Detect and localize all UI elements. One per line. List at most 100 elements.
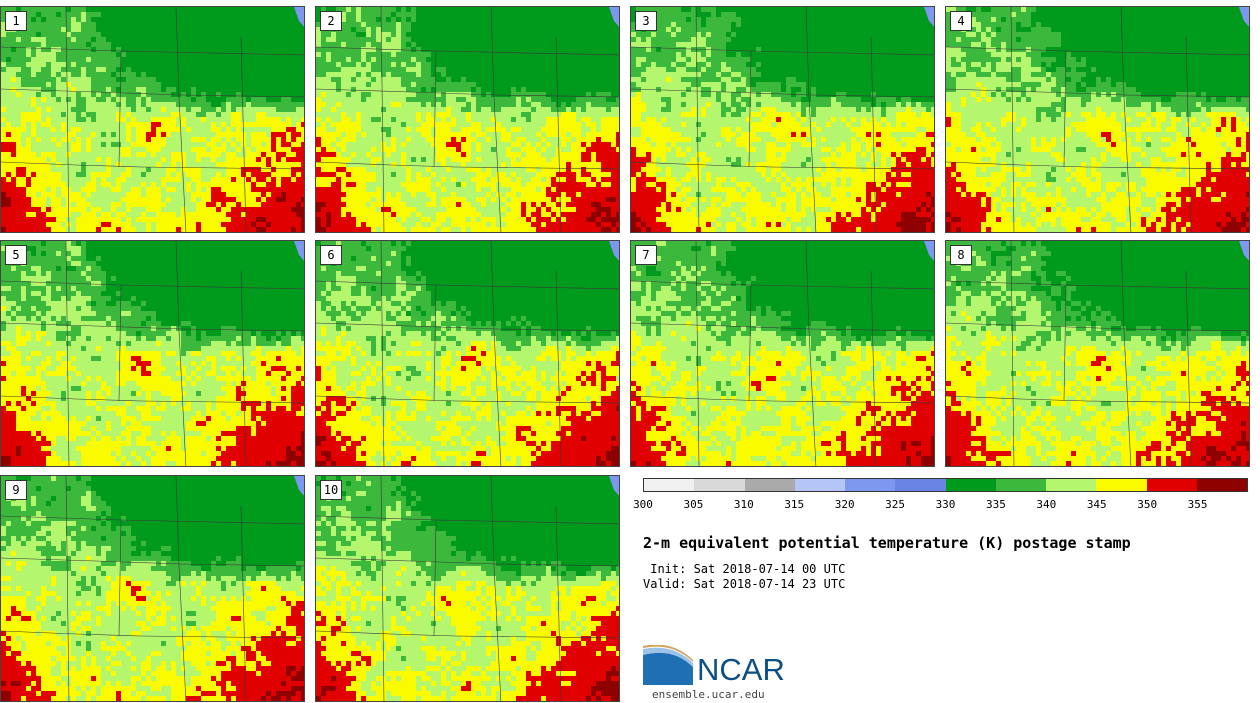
colorbar-tick-label: 330 [936,498,956,511]
lake-shape [609,241,619,261]
state-boundary [695,241,700,466]
state-boundary [870,270,877,466]
state-boundary [316,161,619,170]
state-boundary [65,7,70,232]
lake-shape [294,241,304,261]
state-boundary [1120,241,1132,466]
member-panel-10: 10 [315,475,620,702]
member-panel-6: 6 [315,240,620,467]
state-boundary [946,395,1249,404]
member-label-5: 5 [5,245,27,265]
state-boundary [946,322,1249,332]
state-boundary [380,241,385,466]
colorbar-swatch-3 [794,479,845,491]
state-boundary [631,161,934,170]
plot-title: 2-m equivalent potential temperature (K)… [643,534,1131,552]
map-6 [316,241,619,466]
state-boundary [240,36,247,232]
lake-shape [924,241,934,261]
member-label-10: 10 [320,480,342,500]
colorbar-swatch-9 [1096,479,1147,491]
state-boundary [805,241,817,466]
member-label-2: 2 [320,11,342,31]
state-boundary [1010,7,1015,232]
state-boundary [316,557,619,567]
colorbar-swatch-5 [895,479,946,491]
state-boundary [555,270,562,466]
state-boundary [490,476,502,701]
colorbar-swatch-6 [945,479,996,491]
map-2 [316,7,619,232]
member-panel-8: 8 [945,240,1250,467]
state-boundary [490,7,502,232]
colorbar-tick-label: 325 [885,498,905,511]
lake-shape [294,476,304,496]
colorbar-tick-labels: 300 305 310 315 320 325 330 335 340 345 350 355 [633,498,1248,514]
member-panel-3: 3 [630,6,935,233]
lake-shape [609,476,619,496]
colorbar-swatch-11 [1196,479,1247,491]
map-7 [631,241,934,466]
state-boundary [1120,7,1132,232]
state-boundary [631,395,934,404]
colorbar-tick-label: 350 [1137,498,1157,511]
state-boundary [118,50,122,168]
member-label-6: 6 [320,245,342,265]
state-boundary [1010,241,1015,466]
state-boundary [433,519,437,637]
state-boundary [316,88,619,98]
state-boundary [240,270,247,466]
state-boundary [946,88,1249,98]
state-boundary [316,322,619,332]
lake-shape [1239,7,1249,27]
colorbar [643,478,1248,492]
state-boundary [316,395,619,404]
member-label-8: 8 [950,245,972,265]
state-boundary [748,50,752,168]
colorbar-tick-label: 355 [1188,498,1208,511]
map-8 [946,241,1249,466]
state-boundary [1,557,304,567]
colorbar-swatch-4 [845,479,896,491]
member-panel-7: 7 [630,240,935,467]
state-boundary [65,241,70,466]
member-label-4: 4 [950,11,972,31]
state-boundary [118,519,122,637]
state-boundary [1,88,304,98]
state-boundary [1185,36,1192,232]
member-label-3: 3 [635,11,657,31]
state-boundary [175,476,187,701]
state-boundary [175,7,187,232]
lake-shape [294,7,304,27]
state-boundary [1,630,304,639]
state-boundary [490,241,502,466]
member-panel-4: 4 [945,6,1250,233]
colorbar-tick-label: 300 [633,498,653,511]
state-boundary [555,505,562,701]
state-boundary [380,7,385,232]
member-panel-9: 9 [0,475,305,702]
colorbar-tick-label: 340 [1036,498,1056,511]
state-boundary [631,322,934,332]
colorbar-swatch-1 [694,479,745,491]
state-boundary [748,284,752,402]
state-boundary [555,36,562,232]
colorbar-tick-label: 310 [734,498,754,511]
colorbar-tick-label: 305 [683,498,703,511]
state-boundary [1,395,304,404]
state-boundary [805,7,817,232]
lake-shape [924,7,934,27]
state-boundary [175,241,187,466]
state-boundary [1,161,304,170]
ncar-logo-icon [643,645,693,685]
state-boundary [433,50,437,168]
state-boundary [1063,50,1067,168]
logo-text: NCAR [697,652,785,688]
map-1 [1,7,304,232]
state-boundary [946,161,1249,170]
state-boundary [631,88,934,98]
state-boundary [65,476,70,701]
state-boundary [870,36,877,232]
init-time: Init: Sat 2018-07-14 00 UTC [643,562,845,576]
colorbar-tick-label: 315 [784,498,804,511]
